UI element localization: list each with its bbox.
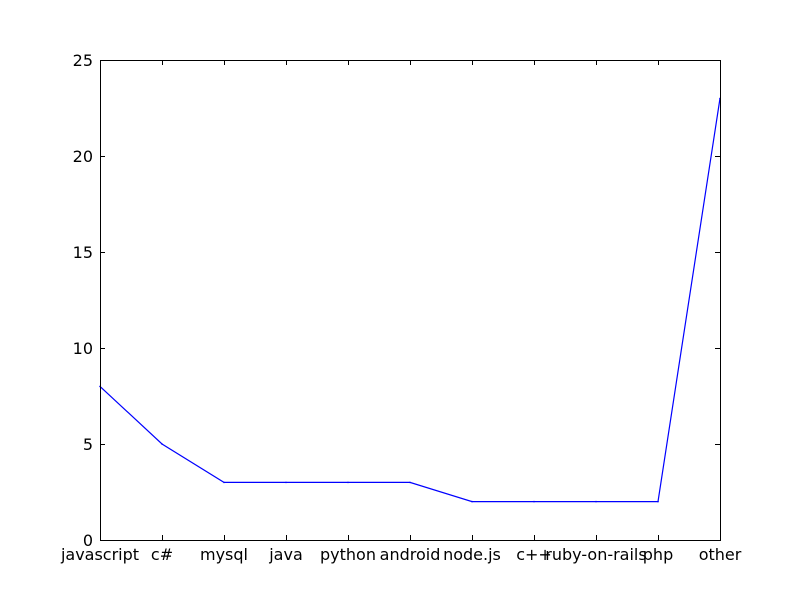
x-tick-label: c++ [516,545,552,564]
series-line-0 [99,98,721,503]
x-tick-labels: javascript c# mysql java python android node.j… [60,545,742,564]
y-tick-label: 20 [73,147,93,166]
x-tick-label: other [699,545,742,564]
x-tick-label: ruby-on-rails [545,545,646,564]
x-tick-label: python [320,545,376,564]
series-group [99,97,721,503]
y-tick-label: 5 [83,435,93,454]
data-point [533,500,535,503]
tick-marks [100,60,721,541]
x-tick-label: android [380,545,441,564]
x-tick-label: php [643,545,673,564]
data-point [285,481,287,484]
data-point [409,481,411,484]
data-point [223,481,225,484]
x-tick-label: c# [151,545,173,564]
y-tick-label: 0 [83,531,93,550]
x-tick-label: mysql [200,545,248,564]
data-point [347,481,349,484]
x-tick-label: javascript [60,545,139,564]
x-tick-label: node.js [443,545,501,564]
y-tick-label: 10 [73,339,93,358]
y-tick-label: 15 [73,243,93,262]
data-point [595,500,597,503]
plot-frame [100,60,721,541]
data-point [161,443,163,445]
data-point [471,500,473,503]
data-point [657,500,659,503]
y-tick-label: 25 [73,51,93,70]
x-tick-label: java [268,545,303,564]
y-tick-labels: 0 5 10 15 20 25 [73,51,93,550]
